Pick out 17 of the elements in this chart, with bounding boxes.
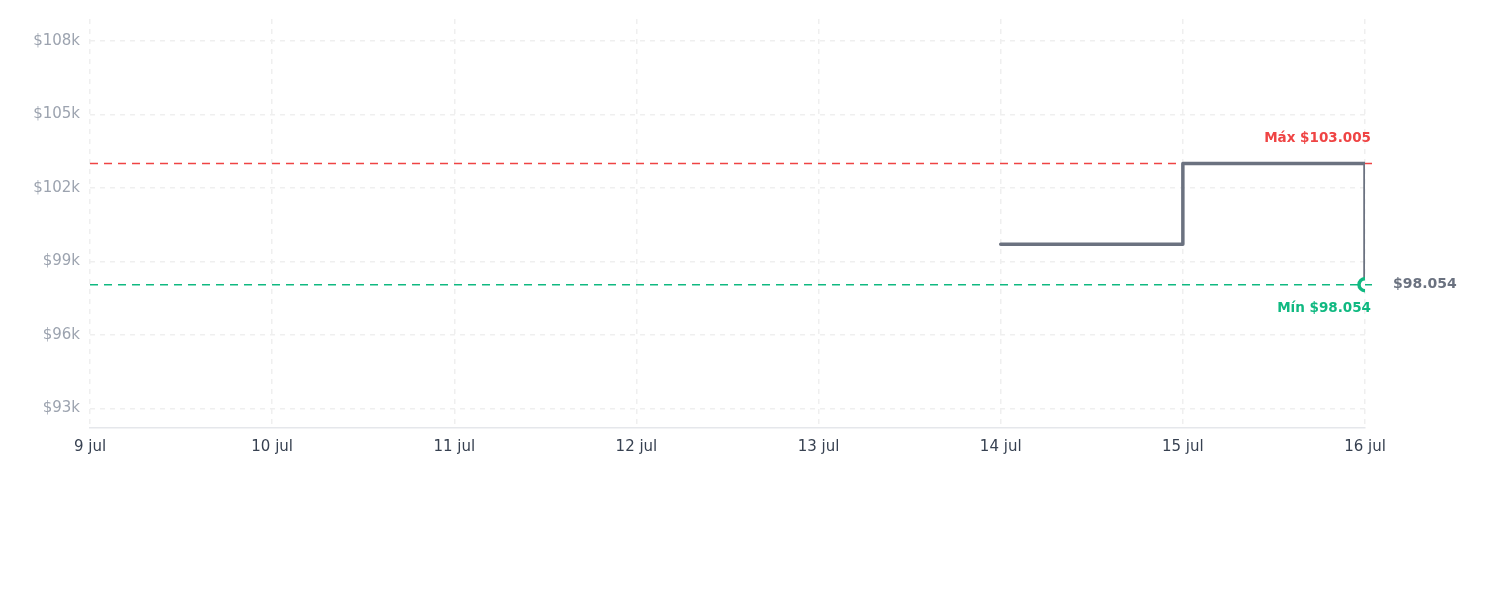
ref-line-label: Mín $98.054	[1277, 299, 1371, 316]
x-tick-label: 11 jul	[433, 436, 476, 455]
x-tick-label: 10 jul	[251, 436, 293, 455]
x-tick-label: 15 jul	[1162, 436, 1204, 455]
y-tick-label: $93k	[42, 398, 81, 417]
x-tick-label: 13 jul	[797, 436, 840, 455]
y-tick-label: $99k	[42, 251, 81, 270]
x-tick-label: 12 jul	[615, 436, 658, 455]
y-tick-label: $108k	[33, 30, 81, 49]
y-tick-label: $102k	[33, 177, 81, 196]
x-tick-label: 14 jul	[979, 436, 1022, 455]
y-tick-label: $96k	[42, 324, 81, 343]
y-tick-label: $105k	[33, 104, 81, 123]
annotation: $98.054	[1393, 275, 1458, 292]
x-tick-label: 16 jul	[1344, 436, 1386, 455]
ref-line-label: Máx $103.005	[1264, 128, 1371, 145]
x-tick-label: 9 jul	[73, 436, 107, 455]
